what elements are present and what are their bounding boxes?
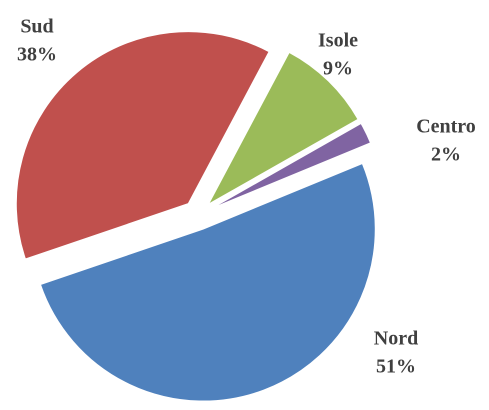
slice-label: Isole xyxy=(318,30,358,52)
pie-slice xyxy=(207,51,359,206)
slice-label: Nord xyxy=(374,328,418,350)
slice-value-label: 9% xyxy=(323,58,353,80)
pie-slice xyxy=(15,31,270,260)
slice-value-label: 2% xyxy=(431,144,461,166)
slice-value-label: 38% xyxy=(17,44,57,66)
slice-value-label: 51% xyxy=(376,356,416,378)
slice-label: Sud xyxy=(20,16,53,38)
slice-label: Centro xyxy=(416,116,476,138)
pie-slice xyxy=(211,122,372,209)
pie-slice xyxy=(39,162,376,402)
